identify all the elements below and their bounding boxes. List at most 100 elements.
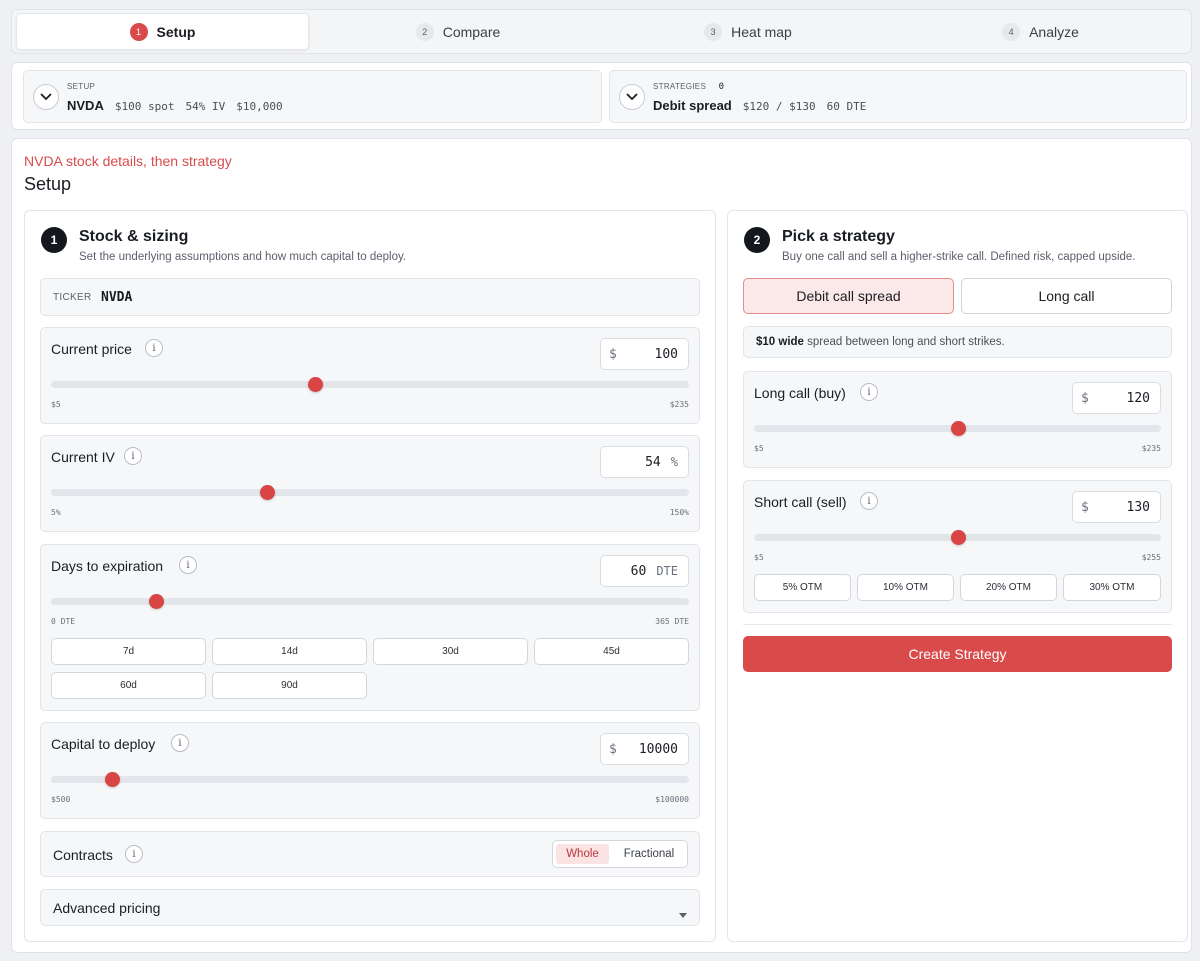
summary-bar: SETUP NVDA $100 spot 54% IV $10,000 STRA… — [11, 62, 1192, 130]
current-price-control: Current price i $ 100 $5 $235 — [40, 327, 700, 424]
contracts-control: Contracts i Whole Fractional — [40, 831, 700, 877]
slider-thumb[interactable] — [104, 772, 120, 787]
capital-to-deploy-label: Capital to deploy — [51, 736, 156, 752]
long-call-label: Long call (buy) — [754, 385, 846, 401]
contracts-toggle: Whole Fractional — [552, 840, 688, 868]
setup-summary-label: SETUP — [67, 82, 96, 91]
days-to-expiration-value: 60 — [630, 563, 647, 579]
short-call-slider[interactable] — [754, 530, 1161, 545]
otm-preset-20[interactable]: 20% OTM — [960, 574, 1057, 601]
chevron-down-icon[interactable] — [619, 84, 645, 110]
info-icon[interactable]: i — [171, 734, 189, 752]
current-iv-value: 54 — [645, 454, 661, 470]
info-icon[interactable]: i — [860, 383, 878, 401]
contracts-fractional-option[interactable]: Fractional — [623, 848, 675, 860]
slider-max-label: 365 DTE — [655, 617, 689, 626]
slider-thumb[interactable] — [307, 377, 323, 392]
dte-preset-30d[interactable]: 30d — [373, 638, 528, 665]
slider-thumb[interactable] — [950, 421, 966, 436]
section-description: Set the underlying assumptions and how m… — [79, 251, 407, 263]
step-label: Compare — [442, 23, 501, 40]
current-iv-slider[interactable] — [51, 485, 689, 500]
capital-to-deploy-value: 10000 — [638, 741, 678, 757]
advanced-pricing-dropdown[interactable]: Advanced pricing — [40, 889, 700, 926]
capital-to-deploy-input[interactable]: $ 10000 — [600, 733, 689, 765]
dte-preset-90d[interactable]: 90d — [212, 672, 367, 699]
wizard-stepper: 1 Setup 2 Compare 3 Heat map 4 Analyze — [11, 9, 1192, 54]
debit-call-spread-button[interactable]: Debit call spread — [743, 278, 954, 314]
current-iv-label: Current IV — [51, 449, 115, 465]
capital-to-deploy-slider[interactable] — [51, 772, 689, 787]
current-price-input[interactable]: $ 100 — [600, 338, 689, 370]
spread-width-text: spread between long and short strikes. — [807, 336, 1005, 348]
dte-preset-60d[interactable]: 60d — [51, 672, 206, 699]
slider-min-label: 5% — [51, 508, 61, 517]
step-analyze[interactable]: 4 Analyze — [893, 13, 1188, 50]
long-call-strike-input[interactable]: $ 120 — [1072, 382, 1161, 414]
current-iv-input[interactable]: 54 % — [600, 446, 689, 478]
ticker-value: NVDA — [101, 290, 133, 305]
dte-suffix: DTE — [656, 564, 678, 578]
ticker-field[interactable]: TICKER NVDA — [40, 278, 700, 316]
current-price-label: Current price — [51, 341, 132, 357]
short-call-label: Short call (sell) — [754, 494, 847, 510]
long-call-button[interactable]: Long call — [961, 278, 1172, 314]
strategy-card: 2 Pick a strategy Buy one call and sell … — [727, 210, 1188, 942]
step-compare[interactable]: 2 Compare — [313, 13, 603, 50]
dte-preset-14d[interactable]: 14d — [212, 638, 367, 665]
dte-preset-7d[interactable]: 7d — [51, 638, 206, 665]
otm-preset-30[interactable]: 30% OTM — [1063, 574, 1161, 601]
step-heat-map[interactable]: 3 Heat map — [603, 13, 893, 50]
contracts-label: Contracts — [53, 847, 113, 863]
slider-max-label: $255 — [1141, 553, 1161, 562]
strategies-summary-label: STRATEGIES 0 — [653, 82, 725, 92]
short-call-strike-input[interactable]: $ 130 — [1072, 491, 1161, 523]
long-call-slider[interactable] — [754, 421, 1161, 436]
otm-preset-5[interactable]: 5% OTM — [754, 574, 851, 601]
days-to-expiration-slider[interactable] — [51, 594, 689, 609]
info-icon[interactable]: i — [179, 556, 197, 574]
days-to-expiration-control: Days to expiration i 60 DTE 0 DTE 365 DT… — [40, 544, 700, 711]
create-strategy-button[interactable]: Create Strategy — [743, 636, 1172, 672]
capital-to-deploy-control: Capital to deploy i $ 10000 $500 $100000 — [40, 722, 700, 819]
slider-min-label: 0 DTE — [51, 617, 76, 626]
currency-prefix: $ — [609, 346, 617, 362]
spread-width-value: $10 wide — [756, 336, 804, 348]
current-price-value: 100 — [654, 346, 678, 362]
summary-iv: 54% IV — [185, 100, 226, 113]
slider-thumb[interactable] — [148, 594, 164, 609]
page-subtitle: NVDA stock details, then strategy — [24, 153, 232, 169]
step-setup[interactable]: 1 Setup — [16, 13, 309, 50]
info-icon[interactable]: i — [860, 492, 878, 510]
page-title: Setup — [24, 174, 72, 194]
summary-spot: $100 spot — [114, 100, 175, 113]
step-number: 1 — [129, 22, 148, 41]
chevron-down-icon[interactable] — [33, 84, 59, 110]
dte-preset-45d[interactable]: 45d — [534, 638, 689, 665]
slider-max-label: $235 — [669, 400, 689, 409]
step-label: Analyze — [1029, 23, 1079, 40]
strategies-summary-card[interactable]: STRATEGIES 0 Debit spread $120 / $130 60… — [609, 70, 1187, 123]
currency-prefix: $ — [1081, 390, 1089, 406]
current-iv-control: Current IV i 54 % 5% 150% — [40, 435, 700, 532]
info-icon[interactable]: i — [125, 845, 143, 863]
currency-prefix: $ — [609, 741, 617, 757]
stock-sizing-card: 1 Stock & sizing Set the underlying assu… — [24, 210, 716, 942]
info-icon[interactable]: i — [124, 447, 142, 465]
days-to-expiration-input[interactable]: 60 DTE — [600, 555, 689, 587]
summary-ticker: NVDA — [67, 98, 104, 113]
summary-strategy-name: Debit spread — [653, 98, 732, 113]
setup-summary-card[interactable]: SETUP NVDA $100 spot 54% IV $10,000 — [23, 70, 602, 123]
slider-min-label: $5 — [754, 553, 764, 562]
slider-thumb[interactable] — [259, 485, 275, 500]
long-call-control: Long call (buy) i $ 120 $5 $235 — [743, 371, 1172, 468]
spread-width-note: $10 wide spread between long and short s… — [743, 326, 1172, 358]
contracts-whole-option[interactable]: Whole — [556, 844, 609, 864]
otm-preset-10[interactable]: 10% OTM — [857, 574, 954, 601]
slider-min-label: $5 — [754, 444, 764, 453]
strategies-count: 0 — [718, 82, 725, 92]
current-price-slider[interactable] — [51, 377, 689, 392]
info-icon[interactable]: i — [145, 339, 163, 357]
slider-thumb[interactable] — [950, 530, 966, 545]
ticker-label: TICKER — [53, 292, 92, 303]
